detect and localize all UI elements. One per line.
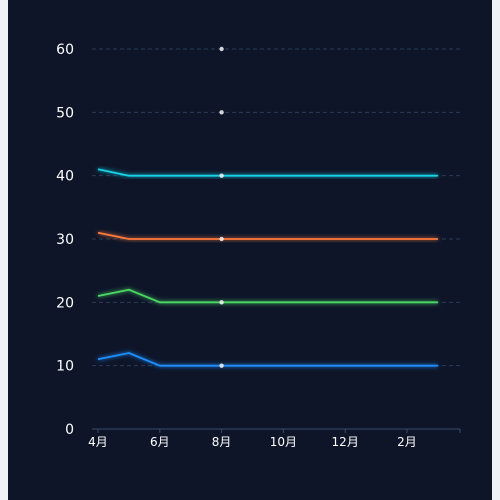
x-tick-label-4: 8月 [212,435,232,449]
series-point-6 [219,46,224,52]
y-tick-label-0: 0 [65,422,74,438]
grid-lines [92,48,460,367]
x-tick-label-10: 2月 [397,435,417,449]
y-tick-label-50: 50 [56,105,74,121]
series-point-4 [219,173,224,178]
x-tick-label-0: 4月 [88,435,108,449]
y-tick-label-10: 10 [56,359,74,375]
series-line-2 [97,288,438,304]
y-tick-label-20: 20 [56,295,74,311]
x-axis-labels: 4月 6月 8月 10月 12月 2月 [88,435,417,449]
y-tick-label-30: 30 [56,232,74,248]
series-point-1 [219,363,224,368]
line-chart: 0 10 20 30 40 50 60 4月 6月 8月 10月 12月 2月 [56,42,461,449]
series-lines [97,46,438,368]
y-axis-labels: 0 10 20 30 40 50 60 [56,42,74,438]
series-point-2 [219,300,224,305]
y-tick-label-60: 60 [56,42,74,58]
x-tick-label-8: 12月 [332,435,359,449]
series-point-3 [219,236,224,242]
series-line-1 [97,352,438,367]
chart-panel: 0 10 20 30 40 50 60 4月 6月 8月 10月 12月 2月 [8,0,492,500]
x-tick-label-2: 6月 [150,435,170,449]
series-line-3 [97,231,438,240]
x-tick-label-6: 10月 [270,435,297,449]
series-point-5 [219,110,224,115]
series-line-4 [97,168,438,177]
y-tick-label-40: 40 [56,169,74,185]
x-axis [92,428,461,433]
